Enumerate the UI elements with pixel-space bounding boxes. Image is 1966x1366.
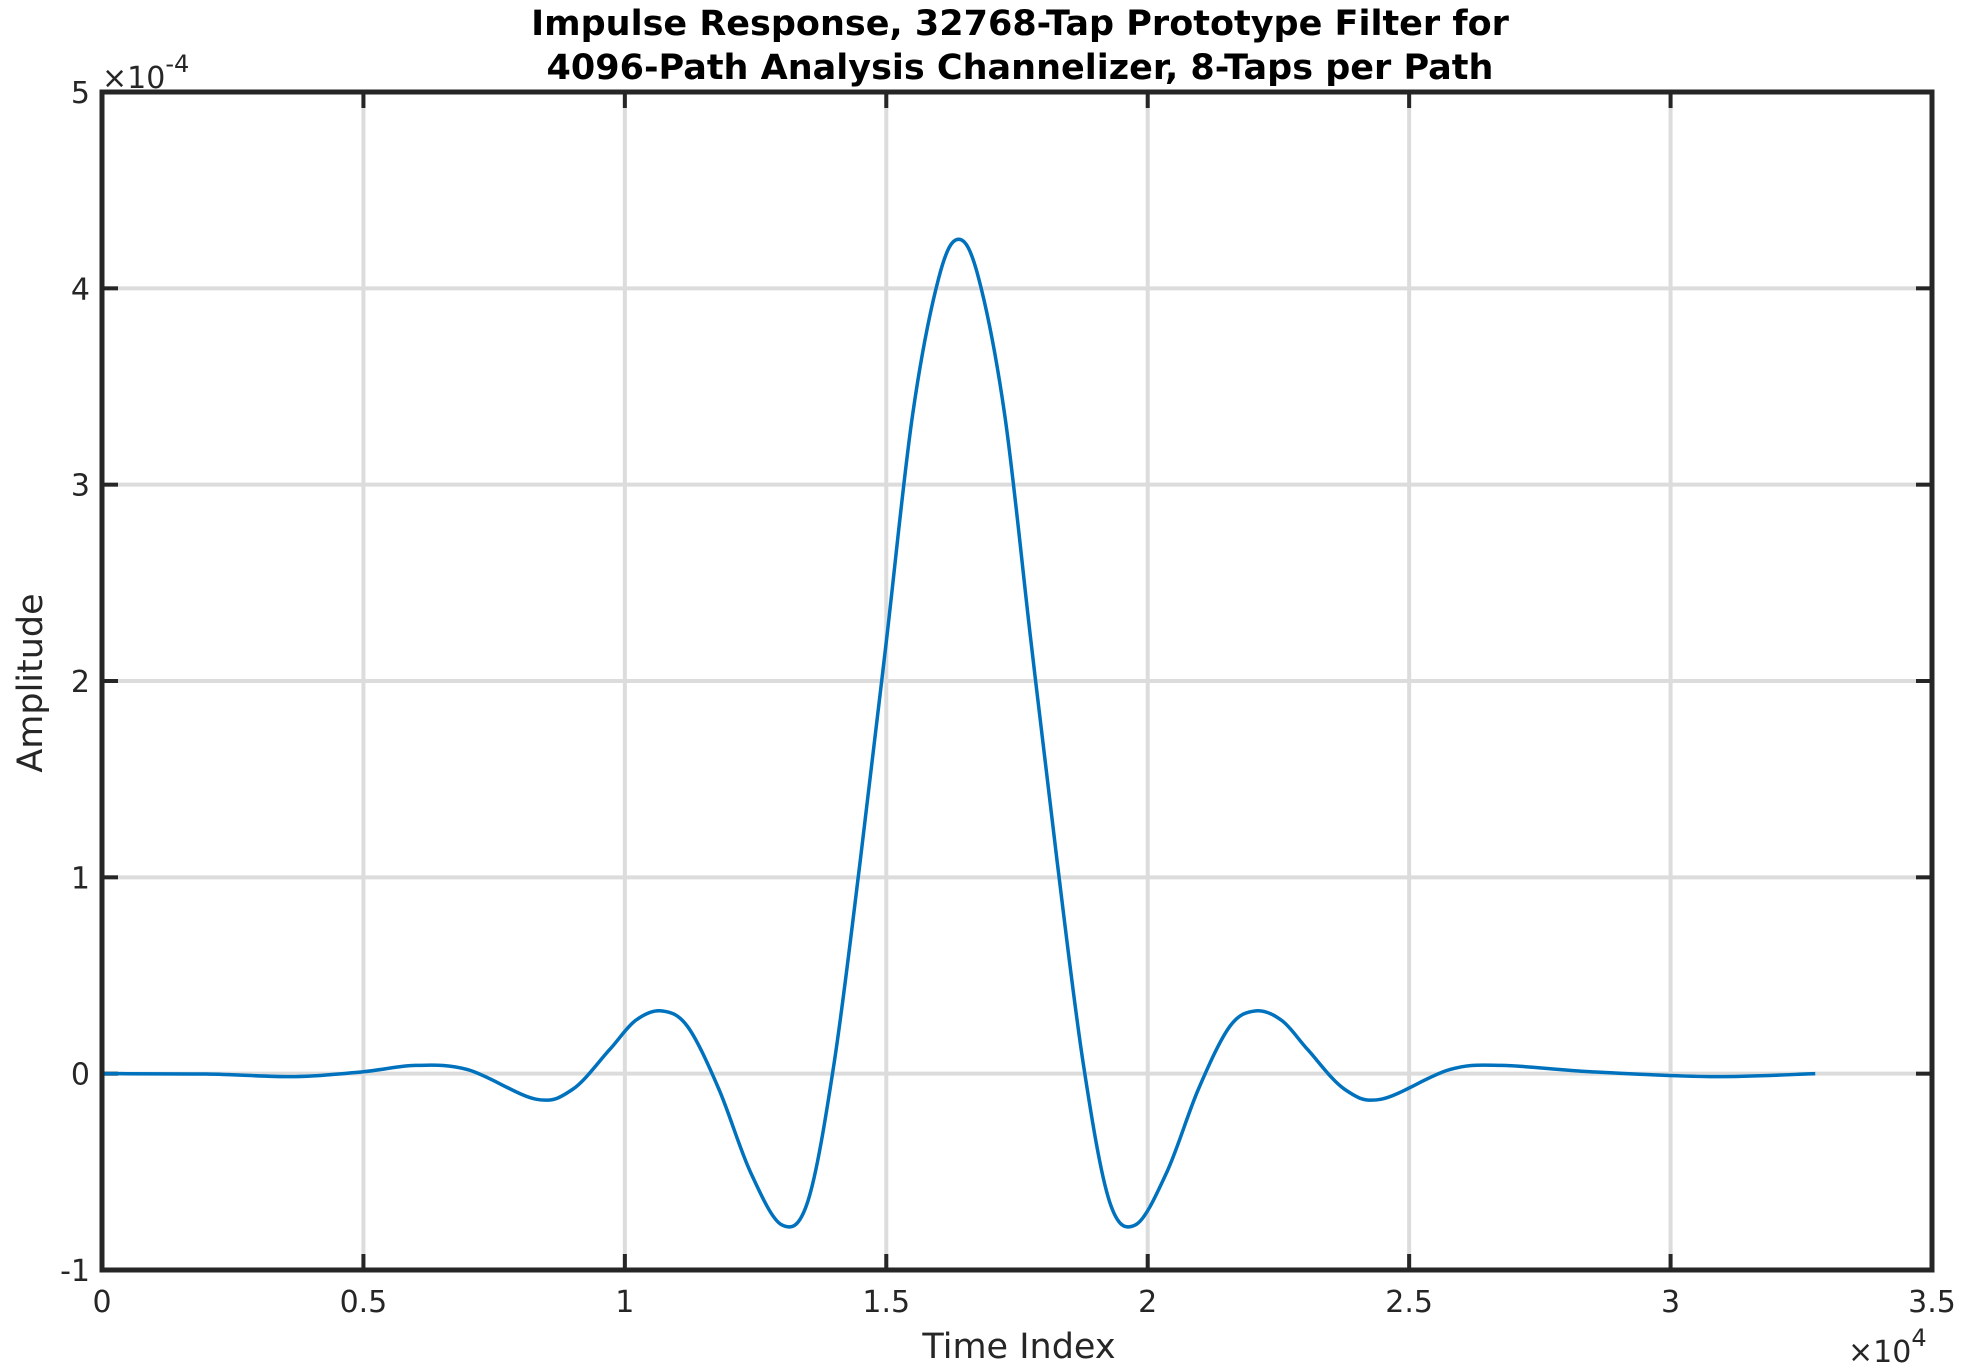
x-tick-labels: 0 0.5 1 1.5 2 2.5 3 3.5 [92,1285,1955,1320]
x-tick-label: 3 [1661,1285,1680,1320]
x-axis-multiplier: ×104 [1848,1324,1927,1366]
axes-frame [99,89,1935,1273]
y-tick-label: -1 [60,1254,90,1289]
x-tick-label: 3.5 [1908,1285,1956,1320]
plot-area [101,237,1816,1229]
y-tick-label: 5 [71,76,90,111]
x-axis-label: Time Index [921,1327,1115,1366]
grid-lines [102,92,1932,1270]
x-multiplier-base: ×10 [1848,1335,1911,1366]
x-tick-label: 1.5 [862,1285,910,1320]
chart-title-line-2: 4096-Path Analysis Channelizer, 8-Taps p… [547,48,1494,88]
x-multiplier-exponent: 4 [1911,1324,1926,1352]
y-multiplier-base: ×10 [102,61,165,96]
x-tick-label: 0.5 [340,1285,388,1320]
impulse-response-line [101,237,1816,1229]
x-tick-label: 0 [92,1285,111,1320]
y-axis-label: Amplitude [11,593,51,772]
y-tick-label: 2 [71,665,90,700]
y-tick-label: 0 [71,1058,90,1093]
y-axis-multiplier: ×10-4 [102,50,189,96]
y-tick-label: 3 [71,469,90,504]
x-tick-label: 2.5 [1385,1285,1433,1320]
y-tick-label: 1 [71,861,90,896]
x-tick-label: 2 [1138,1285,1157,1320]
y-tick-label: 4 [71,272,90,307]
y-multiplier-exponent: -4 [165,50,189,78]
x-tick-label: 1 [615,1285,634,1320]
chart-title-line-1: Impulse Response, 32768-Tap Prototype Fi… [531,4,1510,44]
y-tick-labels: -1 0 1 2 3 4 5 [60,76,90,1289]
